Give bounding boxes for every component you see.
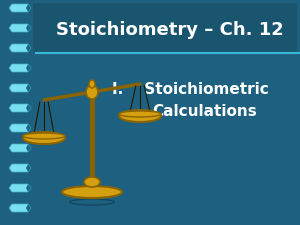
Ellipse shape [23, 132, 65, 144]
Polygon shape [26, 184, 31, 192]
Text: Stoichiometry – Ch. 12: Stoichiometry – Ch. 12 [56, 21, 284, 39]
Ellipse shape [84, 177, 100, 187]
Text: I.    Stoichiometric: I. Stoichiometric [112, 83, 268, 97]
Polygon shape [9, 44, 31, 52]
Ellipse shape [62, 186, 122, 198]
Ellipse shape [23, 133, 65, 139]
Text: Calculations: Calculations [153, 104, 257, 119]
Polygon shape [26, 144, 31, 152]
Polygon shape [9, 204, 31, 212]
Polygon shape [26, 4, 31, 12]
Polygon shape [9, 64, 31, 72]
Polygon shape [9, 124, 31, 132]
Polygon shape [26, 64, 31, 72]
Polygon shape [26, 104, 31, 112]
Polygon shape [26, 164, 31, 172]
Ellipse shape [86, 85, 98, 99]
Polygon shape [9, 104, 31, 112]
Polygon shape [9, 144, 31, 152]
Ellipse shape [119, 110, 161, 122]
Polygon shape [9, 184, 31, 192]
Polygon shape [26, 124, 31, 132]
Ellipse shape [89, 80, 95, 88]
Polygon shape [9, 84, 31, 92]
Polygon shape [26, 204, 31, 212]
Polygon shape [9, 164, 31, 172]
Polygon shape [26, 24, 31, 32]
Polygon shape [9, 24, 31, 32]
Polygon shape [26, 84, 31, 92]
Polygon shape [9, 4, 31, 12]
Ellipse shape [119, 111, 161, 117]
Polygon shape [26, 44, 31, 52]
FancyBboxPatch shape [33, 3, 297, 52]
